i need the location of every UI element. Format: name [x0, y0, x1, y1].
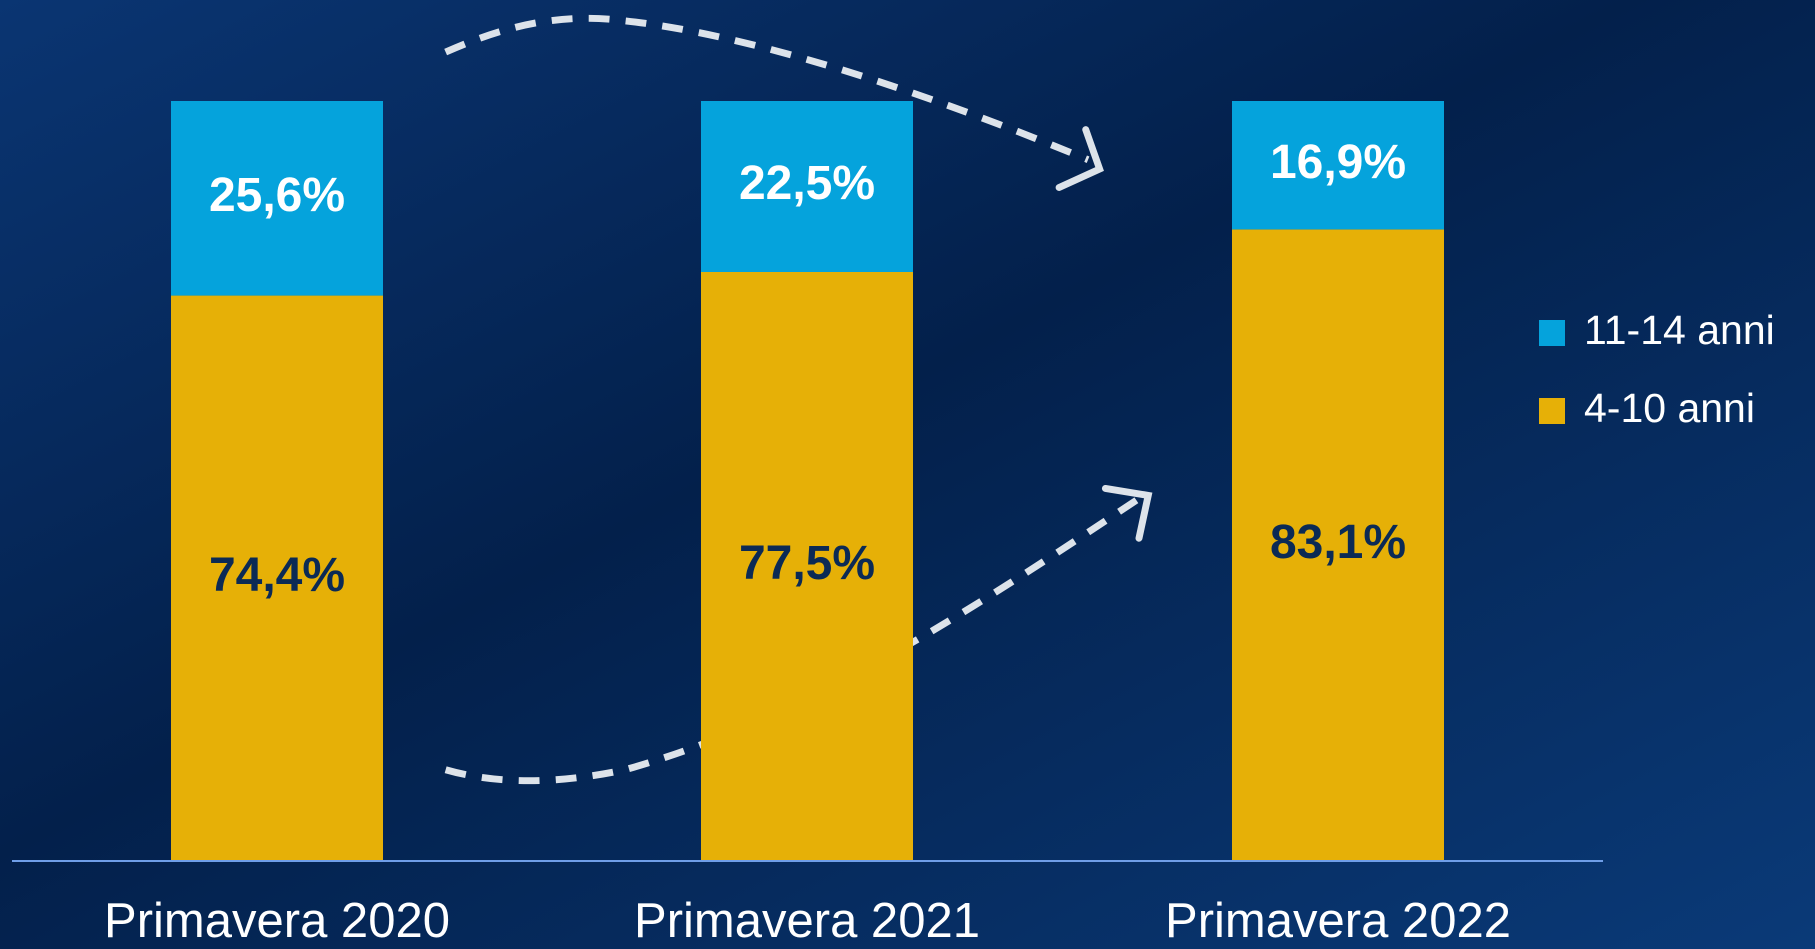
value-label: 16,9%: [1270, 136, 1406, 189]
bar-segment: [1232, 101, 1444, 230]
x-tick-label: Primavera 2022: [1165, 894, 1511, 948]
value-label: 22,5%: [739, 157, 875, 210]
x-tick-label: Primavera 2021: [634, 894, 980, 948]
value-label: 83,1%: [1270, 516, 1406, 569]
value-label: 77,5%: [739, 537, 875, 590]
bar-segment: [171, 295, 383, 861]
legend-label: 4-10 anni: [1584, 385, 1755, 431]
trend-arrows: [444, 14, 1153, 785]
legend-swatch: [1539, 320, 1565, 346]
arrowhead-bottom: [1101, 484, 1153, 542]
arrowhead-top: [1055, 126, 1104, 191]
value-label: 25,6%: [209, 169, 345, 222]
arrow-top: [444, 14, 1090, 163]
bar-segment: [701, 272, 913, 861]
bar-segment: [171, 101, 383, 296]
bar-segment: [1232, 229, 1444, 861]
x-tick-label: Primavera 2020: [104, 894, 450, 948]
bar-segment: [701, 101, 913, 272]
value-label: 74,4%: [209, 549, 345, 602]
legend-swatch: [1539, 398, 1565, 424]
legend-label: 11-14 anni: [1584, 307, 1775, 353]
